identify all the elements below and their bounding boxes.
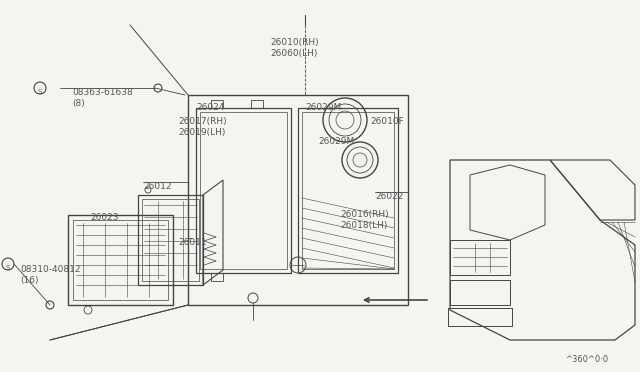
Text: 26011: 26011 [178, 238, 207, 247]
Text: 26010F: 26010F [370, 117, 404, 126]
Bar [302, 112, 394, 269]
Bar [200, 112, 287, 269]
Text: 26018(LH): 26018(LH) [340, 221, 387, 230]
Text: 08363-61638: 08363-61638 [72, 88, 132, 97]
Text: 26060(LH): 26060(LH) [270, 49, 317, 58]
Bar [211, 273, 223, 281]
Text: 26029M: 26029M [318, 137, 355, 146]
Text: ^360^0·0: ^360^0·0 [565, 355, 608, 364]
Text: S: S [6, 265, 10, 271]
Text: S: S [38, 89, 42, 95]
Text: 26023: 26023 [90, 213, 118, 222]
Bar [142, 199, 199, 281]
Text: 26010(RH): 26010(RH) [270, 38, 319, 47]
Bar [450, 240, 510, 275]
Bar [448, 308, 512, 326]
Text: 26029M: 26029M [305, 103, 341, 112]
Text: (16): (16) [20, 276, 38, 285]
Bar [196, 108, 291, 273]
Text: (8): (8) [72, 99, 84, 108]
Text: 26016(RH): 26016(RH) [340, 210, 388, 219]
Text: 08310-40812: 08310-40812 [20, 265, 81, 274]
Text: 26012: 26012 [143, 182, 172, 191]
Text: 26024: 26024 [196, 103, 225, 112]
Bar [298, 108, 398, 273]
Bar [138, 195, 203, 285]
Text: 26022: 26022 [375, 192, 403, 201]
Bar [68, 215, 173, 305]
Text: 26017(RH): 26017(RH) [178, 117, 227, 126]
Text: 26019(LH): 26019(LH) [178, 128, 225, 137]
Bar [211, 100, 223, 108]
Bar [73, 220, 168, 300]
Bar [450, 280, 510, 305]
Bar [188, 95, 408, 305]
Bar [251, 100, 263, 108]
